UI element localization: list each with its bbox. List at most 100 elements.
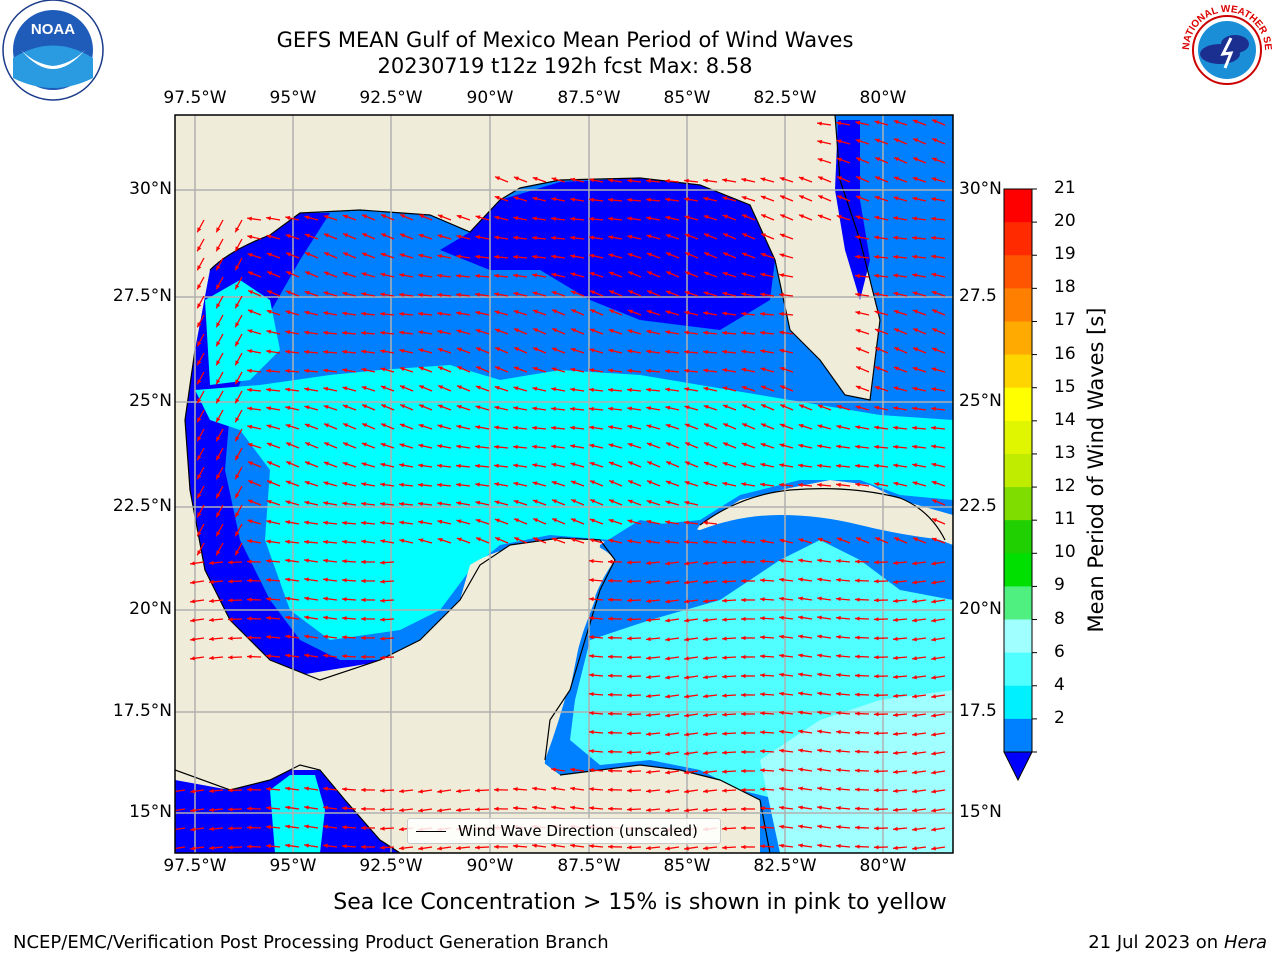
wave-direction-arrowhead bbox=[247, 825, 252, 830]
wave-direction-arrowhead bbox=[247, 368, 252, 373]
wave-direction-arrowhead bbox=[931, 367, 937, 372]
wave-direction-arrowhead bbox=[874, 273, 879, 279]
wave-direction-arrowhead bbox=[286, 461, 292, 466]
wave-direction-arrowhead bbox=[381, 214, 387, 219]
wave-direction-arrowhead bbox=[399, 538, 405, 543]
wave-direction-arrowhead bbox=[646, 539, 651, 544]
wave-direction-arrowhead bbox=[190, 846, 195, 851]
wave-direction-arrowhead bbox=[551, 367, 557, 372]
wave-direction-arrowhead bbox=[932, 119, 937, 124]
wave-direction-arrowhead bbox=[798, 786, 803, 791]
wave-direction-arrowhead bbox=[197, 265, 202, 271]
wave-direction-arrowhead bbox=[532, 273, 538, 278]
latitude-label-right: 30°N bbox=[959, 179, 1002, 199]
wave-direction-arrowhead bbox=[552, 309, 557, 314]
wave-direction-arrowhead bbox=[722, 349, 727, 355]
wave-direction-arrowhead bbox=[399, 443, 405, 448]
wave-direction-arrowhead bbox=[817, 691, 822, 696]
wave-direction-arrowhead bbox=[836, 653, 841, 659]
wave-direction-arrowhead bbox=[703, 561, 708, 566]
wave-direction-arrowhead bbox=[912, 751, 917, 756]
wave-direction-arrowhead bbox=[235, 360, 240, 366]
wave-direction-arrowhead bbox=[875, 157, 881, 162]
wave-direction-arrowhead bbox=[665, 215, 671, 221]
wave-direction-arrowhead bbox=[323, 481, 329, 486]
wave-direction-arrowhead bbox=[532, 786, 537, 791]
wave-direction-arrowhead bbox=[494, 500, 500, 505]
wave-direction-arrowhead bbox=[856, 157, 861, 162]
wave-direction-arrowhead bbox=[855, 273, 860, 279]
wave-direction-arrowhead bbox=[551, 347, 557, 352]
wave-direction-arrowhead bbox=[608, 519, 614, 524]
wave-direction-arrowhead bbox=[190, 789, 195, 794]
wave-direction-arrowhead bbox=[703, 694, 708, 699]
wave-direction-arrowhead bbox=[418, 366, 424, 371]
wave-direction-arrowhead bbox=[418, 292, 423, 298]
colorbar-tick-label: 15 bbox=[1054, 376, 1076, 397]
wave-direction-arrowhead bbox=[761, 404, 767, 409]
wave-direction-arrowhead bbox=[874, 328, 880, 333]
wave-direction-arrowhead bbox=[514, 518, 520, 523]
wave-direction-arrowhead bbox=[855, 711, 860, 716]
wave-direction-arrowhead bbox=[342, 559, 347, 564]
wave-direction-arrowhead bbox=[513, 273, 518, 278]
wave-direction-arrowhead bbox=[931, 406, 936, 412]
wave-direction-arrowhead bbox=[247, 216, 252, 221]
wave-direction-arrowhead bbox=[646, 712, 651, 718]
wave-direction-arrowhead bbox=[342, 597, 347, 602]
wave-direction-arrowhead bbox=[216, 493, 221, 499]
longitude-label: 90°W bbox=[466, 856, 514, 876]
wave-direction-arrowhead bbox=[855, 405, 861, 410]
wave-direction-arrowhead bbox=[875, 537, 881, 542]
wave-direction-arrowhead bbox=[779, 558, 784, 563]
wave-direction-arrowhead bbox=[304, 423, 310, 428]
latitude-label-right: 17.5 bbox=[959, 701, 997, 721]
wave-direction-arrowhead bbox=[931, 425, 936, 431]
wave-direction-arrowhead bbox=[836, 424, 842, 430]
wave-direction-arrowhead bbox=[874, 292, 880, 297]
wave-direction-arrowhead bbox=[380, 845, 385, 850]
wave-direction-arrowhead bbox=[779, 596, 784, 601]
legend-line-sample bbox=[416, 830, 446, 832]
wave-direction-arrowhead bbox=[779, 423, 785, 428]
wave-direction-arrowhead bbox=[722, 636, 727, 641]
wave-direction-arrowhead bbox=[228, 598, 233, 603]
wave-direction-arrowhead bbox=[760, 272, 766, 277]
wave-direction-arrowhead bbox=[855, 844, 860, 849]
latitude-label-right: 20°N bbox=[959, 599, 1002, 619]
wave-direction-arrowhead bbox=[608, 235, 614, 240]
wave-direction-arrowhead bbox=[361, 311, 366, 316]
wave-direction-arrowhead bbox=[646, 234, 652, 239]
wave-direction-arrowhead bbox=[627, 807, 632, 812]
wave-direction-arrowhead bbox=[323, 634, 328, 639]
wave-direction-arrowhead bbox=[722, 386, 728, 391]
colorbar-title: Mean Period of Wind Waves [s] bbox=[1084, 307, 1108, 633]
wave-direction-arrowhead bbox=[381, 233, 387, 238]
wave-direction-arrowhead bbox=[323, 368, 328, 373]
wave-direction-arrowhead bbox=[342, 330, 347, 336]
wave-direction-arrowhead bbox=[551, 425, 556, 431]
wave-direction-arrowhead bbox=[722, 826, 727, 831]
wave-direction-arrowhead bbox=[741, 292, 747, 297]
wave-direction-arrowhead bbox=[343, 442, 349, 447]
wave-direction-arrowhead bbox=[513, 844, 518, 849]
wave-direction-arrowhead bbox=[361, 252, 367, 257]
wave-direction-arrowhead bbox=[779, 348, 785, 353]
colorbar-segment bbox=[1004, 586, 1032, 621]
wave-direction-arrowhead bbox=[570, 177, 576, 182]
wave-direction-arrowhead bbox=[798, 558, 803, 563]
wave-direction-arrowhead bbox=[304, 634, 309, 639]
wave-direction-arrow bbox=[175, 846, 186, 850]
wave-direction-arrowhead bbox=[703, 481, 709, 486]
wave-direction-arrowhead bbox=[665, 423, 671, 429]
wave-direction-arrowhead bbox=[361, 442, 367, 447]
wave-direction-arrowhead bbox=[589, 711, 594, 716]
wave-direction-arrowhead bbox=[247, 616, 252, 621]
wave-direction-arrowhead bbox=[266, 424, 272, 429]
wave-direction-arrowhead bbox=[342, 481, 348, 486]
wave-direction-arrowhead bbox=[266, 596, 271, 602]
wave-direction-arrowhead bbox=[285, 310, 291, 315]
wave-direction-arrowhead bbox=[912, 694, 917, 699]
wave-direction-arrowhead bbox=[532, 309, 538, 314]
wave-direction-arrowhead bbox=[285, 824, 290, 829]
